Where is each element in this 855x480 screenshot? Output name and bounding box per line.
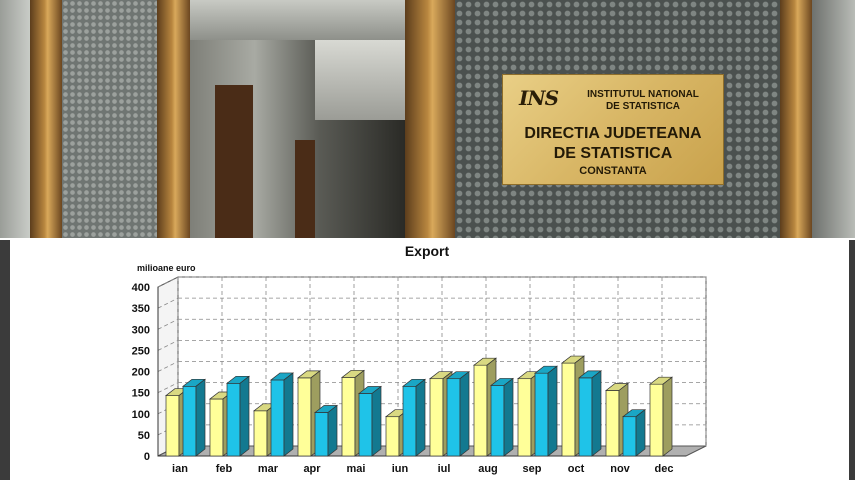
bar (649, 383, 664, 457)
plaque-line-1: INSTITUTUL NATIONAL (587, 89, 699, 100)
y-tick-label: 0 (144, 451, 150, 463)
export-bar-chart: Export milioane euro 0 50 100 150 200 250 300 3… (132, 243, 707, 475)
bar-side (459, 370, 470, 457)
x-tick-label: iun (392, 463, 409, 475)
y-axis-unit-label: milioane euro (137, 263, 196, 273)
wall-right (812, 0, 855, 238)
x-tick-label: aug (478, 463, 498, 475)
corridor-door-far (295, 140, 315, 238)
frosted-glass-left (62, 0, 157, 238)
x-tick-label: iul (438, 463, 451, 475)
bar (490, 385, 505, 457)
y-tick-label: 300 (132, 324, 150, 336)
bar-side (371, 385, 382, 457)
x-tick-label: ian (172, 463, 188, 475)
bar (578, 377, 593, 457)
bar-side (327, 404, 338, 457)
door-frame-right (405, 0, 455, 238)
y-gridline-side (157, 382, 179, 393)
y-tick-label: 150 (132, 388, 150, 400)
bar-side (662, 376, 673, 457)
bar-side (591, 370, 602, 457)
export-chart-panel: Export milioane euro 0 50 100 150 200 250 300 3… (0, 240, 855, 480)
x-tick-label: feb (216, 463, 233, 475)
building-photo: INS INSTITUTUL NATIONAL DE STATISTICA DI… (0, 0, 855, 238)
plaque-line-3: DIRECTIA JUDETEANA (524, 125, 702, 142)
bar (297, 377, 312, 457)
y-gridline-side (157, 403, 179, 415)
bar (358, 393, 373, 457)
plaque-line-2: DE STATISTICA (605, 101, 681, 112)
bar-side (239, 375, 250, 457)
bar (561, 362, 576, 457)
corridor-ceiling (190, 0, 405, 40)
plaque-line-5: CONSTANTA (579, 165, 647, 177)
door-frame-far-right (780, 0, 812, 238)
door-frame-middle (157, 0, 190, 238)
plaque-line-4: DE STATISTICA (553, 145, 673, 162)
y-tick-label: 50 (138, 430, 150, 442)
x-tick-label: dec (655, 463, 674, 475)
y-gridline-side (157, 340, 179, 351)
panel-edge-left (0, 240, 10, 480)
x-tick-label: nov (610, 463, 630, 475)
bar (253, 410, 268, 457)
x-tick-label: oct (568, 463, 585, 475)
y-tick-label: 100 (132, 409, 150, 421)
bar (341, 377, 356, 457)
bar (605, 390, 620, 457)
corridor-door (215, 85, 253, 238)
x-tick-label: mar (258, 463, 279, 475)
bar-side (547, 365, 558, 457)
y-gridline-side (157, 276, 179, 288)
bar-side (415, 378, 426, 457)
institution-plaque: INS INSTITUTUL NATIONAL DE STATISTICA DI… (503, 75, 723, 184)
plot-area: 0 50 100 150 200 250 300 350 400 ian feb mar apr mai i… (132, 276, 707, 475)
bar (270, 379, 285, 457)
y-gridline-side (157, 318, 179, 330)
bar (517, 378, 532, 457)
bar (446, 378, 461, 457)
bar (226, 382, 241, 457)
x-tick-label: mai (347, 463, 366, 475)
bar (182, 385, 197, 457)
y-tick-label: 350 (132, 303, 150, 315)
ins-logo: INS (518, 86, 559, 110)
bar-side (503, 377, 514, 457)
chart-title: Export (405, 243, 450, 259)
bar (314, 412, 329, 457)
door-frame-left (30, 0, 62, 238)
bar (165, 395, 180, 457)
bar-side (195, 378, 206, 457)
bar (209, 398, 224, 457)
bar (622, 416, 637, 457)
bar (385, 416, 400, 457)
y-tick-label: 200 (132, 367, 150, 379)
y-gridline-side (157, 361, 179, 372)
bar-side (635, 408, 646, 457)
x-tick-label: sep (523, 463, 542, 475)
y-gridline-side (157, 424, 179, 436)
x-tick-label: apr (303, 463, 321, 475)
bar-side (283, 372, 294, 457)
corridor-end-wall (315, 40, 405, 120)
bar (473, 364, 488, 457)
panel-edge-right (849, 240, 855, 480)
bar (534, 372, 549, 457)
y-tick-label: 400 (132, 282, 150, 294)
wall-left (0, 0, 30, 238)
bar (402, 385, 417, 457)
y-tick-label: 250 (132, 345, 150, 357)
y-gridline-side (157, 297, 179, 309)
bar (429, 378, 444, 457)
